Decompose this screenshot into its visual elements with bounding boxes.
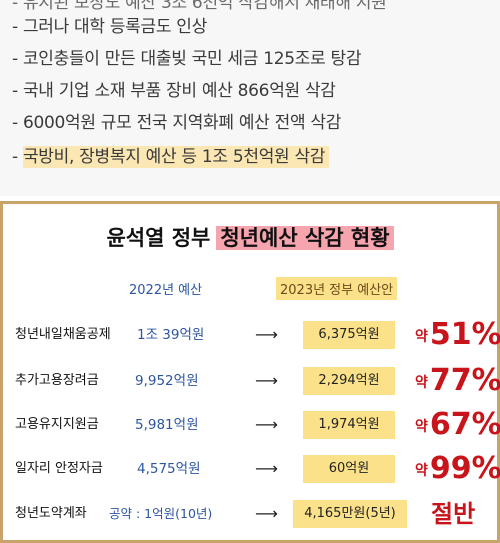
row-cut-percent: 약51% [415, 317, 500, 352]
youth-budget-table: 윤석열 정부 청년예산 삭감 현황 2022년 예산 2023년 정부 예산안 청… [0, 201, 500, 543]
arrow-icon: ⟶ [255, 504, 278, 523]
arrow-icon: ⟶ [255, 325, 278, 344]
row-name: 청년내일채움공제 [15, 327, 111, 342]
bullet-dash: - [12, 147, 23, 167]
table-row: 청년내일채움공제 1조 39억원 ⟶ 6,375억원 약51% [3, 317, 500, 352]
row-name: 추가고용장려금 [15, 373, 99, 388]
arrow-icon: ⟶ [255, 459, 278, 478]
bullet-highlight: 국방비, 장병복지 예산 등 1조 5천억원 삭감 [22, 146, 330, 168]
row-note-half: 절반 [431, 500, 476, 528]
row-cut-percent: 약67% [415, 407, 500, 442]
row-2022-value: 5,981억원 [135, 417, 199, 433]
row-2022-value: 1조 39억원 [137, 327, 205, 343]
bullet-item-4: - 6000억원 규모 전국 지역화폐 예산 전액 삭감 [12, 113, 342, 133]
table-row: 고용유지지원금 5,981억원 ⟶ 1,974억원 약67% [3, 407, 500, 442]
row-2022-value: 4,575억원 [137, 461, 201, 477]
row-name: 고용유지지원금 [15, 417, 99, 432]
table-row: 추가고용장려금 9,952억원 ⟶ 2,294억원 약77% [3, 363, 500, 398]
header-2022: 2022년 예산 [129, 283, 203, 298]
table-row: 일자리 안정자금 4,575억원 ⟶ 60억원 약99% [3, 451, 500, 486]
row-2023-value: 60억원 [303, 455, 395, 483]
arrow-icon: ⟶ [255, 415, 278, 434]
arrow-icon: ⟶ [255, 371, 278, 390]
row-name: 청년도약계좌 [15, 506, 87, 521]
row-2022-value: 공약 : 1억원(10년) [109, 506, 213, 521]
bullet-item-1: - 그러나 대학 등록금도 인상 [12, 17, 207, 37]
bullet-item-3: - 국내 기업 소재 부품 장비 예산 866억원 삭감 [12, 81, 336, 101]
bullet-list: - 유지된 보장도 예산 3조 6천억 삭감해서 재래해 지원 - 그러나 대학… [0, 0, 500, 196]
title-prefix: 윤석열 정부 [106, 226, 211, 250]
title-highlight: 청년예산 삭감 현황 [216, 226, 394, 250]
row-2022-value: 9,952억원 [135, 373, 199, 389]
bullet-item-2: - 코인충들이 만든 대출빚 국민 세금 125조로 탕감 [12, 49, 362, 69]
row-2023-value: 1,974억원 [303, 411, 395, 439]
header-2023: 2023년 정부 예산안 [276, 277, 398, 300]
row-2023-value: 4,165만원(5년) [293, 500, 407, 528]
row-2023-value: 2,294억원 [303, 367, 395, 395]
row-cut-percent: 약77% [415, 363, 500, 398]
bullet-item-0: - 유지된 보장도 예산 3조 6천억 삭감해서 재래해 지원 [12, 0, 387, 13]
row-cut-percent: 약99% [415, 451, 500, 486]
row-name: 일자리 안정자금 [15, 461, 103, 476]
table-title: 윤석열 정부 청년예산 삭감 현황 [3, 222, 497, 252]
table-row: 청년도약계좌 공약 : 1억원(10년) ⟶ 4,165만원(5년) 절반 [3, 500, 497, 530]
row-2023-value: 6,375억원 [303, 321, 395, 349]
bullet-item-5: - 국방비, 장병복지 예산 등 1조 5천억원 삭감 [12, 142, 330, 172]
